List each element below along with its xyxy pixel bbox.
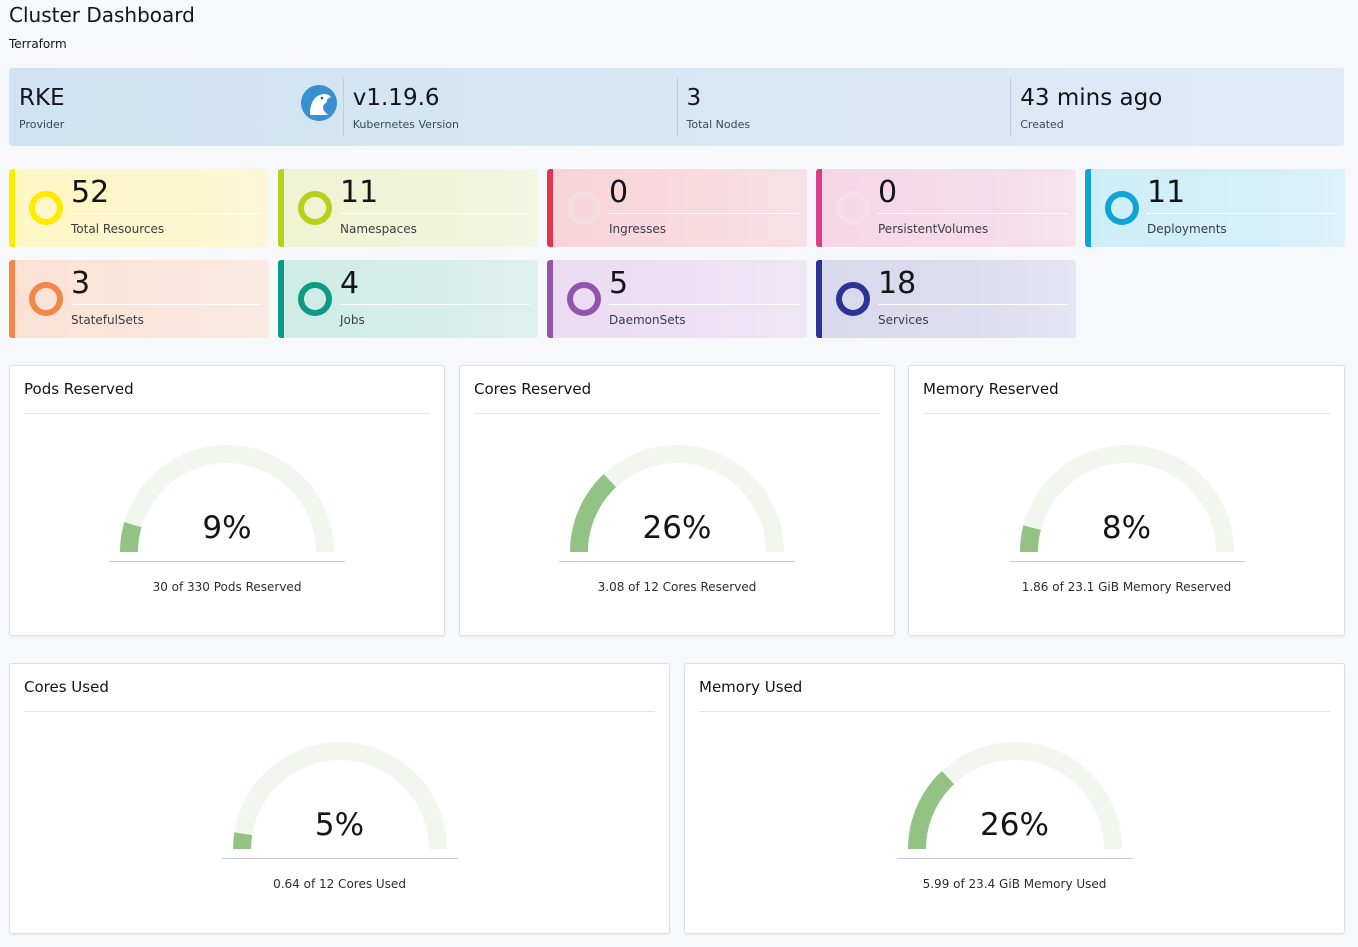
- tile-label: Deployments: [1147, 222, 1227, 236]
- gauge-caption: 30 of 330 Pods Reserved: [152, 580, 302, 594]
- gauge-svg: [120, 445, 334, 553]
- kubernetes-version-info: v1.19.6 Kubernetes Version: [342, 68, 677, 146]
- total-nodes-info: 3 Total Nodes: [676, 68, 1011, 146]
- ring-icon: [836, 282, 870, 316]
- card-title: Memory Reserved: [923, 380, 1059, 398]
- ring-icon: [567, 282, 601, 316]
- card-title: Memory Used: [699, 678, 803, 696]
- gauge-percent: 8%: [1101, 510, 1152, 546]
- ring-icon: [298, 282, 332, 316]
- pods-reserved-gauge: 9%: [109, 442, 345, 572]
- memory-reserved-gauge: 8%: [1008, 442, 1245, 572]
- ring-icon: [836, 191, 870, 225]
- cluster-info-banner: RKE Provider v1.19.6 Kubernetes Version …: [9, 68, 1344, 146]
- gauge-fill: [232, 832, 252, 850]
- gauge-percent: 26%: [642, 510, 712, 546]
- page-header: Cluster Dashboard Terraform: [9, 3, 195, 51]
- tile-daemonsets[interactable]: 5 DaemonSets: [547, 260, 807, 338]
- gauge-caption: 5.99 of 23.4 GiB Memory Used: [922, 877, 1107, 891]
- created-value: 43 mins ago: [1020, 85, 1163, 111]
- ring-icon: [567, 191, 601, 225]
- gauge-fill: [570, 474, 617, 553]
- gauge-svg: [570, 445, 784, 553]
- tile-persistent-volumes[interactable]: 0 PersistentVolumes: [816, 169, 1076, 247]
- gauge-fill: [120, 522, 142, 553]
- gauge-percent: 9%: [202, 510, 252, 546]
- tile-services[interactable]: 18 Services: [816, 260, 1076, 338]
- gauge-caption: 0.64 of 12 Cores Used: [273, 877, 406, 891]
- tile-ingresses[interactable]: 0 Ingresses: [547, 169, 807, 247]
- provider-info: RKE Provider: [9, 68, 343, 146]
- kubernetes-version-label: Kubernetes Version: [352, 118, 459, 131]
- gauge-track: [232, 742, 447, 850]
- tile-statefulsets[interactable]: 3 StatefulSets: [9, 260, 269, 338]
- tile-label: StatefulSets: [71, 313, 144, 327]
- gauge-caption: 1.86 of 23.1 GiB Memory Reserved: [1021, 580, 1232, 594]
- card-title: Cores Reserved: [474, 380, 592, 398]
- page-title: Cluster Dashboard: [9, 3, 195, 27]
- tile-count: 11: [340, 175, 379, 210]
- memory-used-card: Memory Used 26% 5.99 of 23.4 GiB Memory …: [684, 663, 1345, 934]
- tile-count: 4: [340, 266, 360, 301]
- total-nodes-value: 3: [686, 85, 702, 111]
- cores-used-gauge: 5%: [221, 739, 458, 869]
- tile-label: Total Resources: [71, 222, 165, 236]
- ring-icon: [298, 191, 332, 225]
- tile-label: PersistentVolumes: [878, 222, 989, 236]
- tile-label: Jobs: [340, 313, 365, 327]
- tile-count: 18: [878, 266, 917, 301]
- cores-reserved-gauge: 26%: [559, 442, 795, 572]
- tile-label: Ingresses: [609, 222, 666, 236]
- provider-label: Provider: [19, 118, 65, 131]
- created-info: 43 mins ago Created: [1010, 68, 1344, 146]
- gauge-track: [1019, 445, 1234, 553]
- ring-icon: [29, 282, 63, 316]
- gauge-fill: [907, 771, 954, 850]
- gauge-svg: [907, 742, 1122, 850]
- page-subtitle: Terraform: [9, 37, 67, 51]
- kubernetes-version-value: v1.19.6: [352, 85, 440, 111]
- card-title: Pods Reserved: [24, 380, 134, 398]
- rke-logo-icon: [300, 85, 337, 121]
- cores-used-card: Cores Used 5% 0.64 of 12 Cores Used: [9, 663, 670, 934]
- tile-label: Namespaces: [340, 222, 417, 236]
- provider-value: RKE: [19, 85, 65, 111]
- tile-label: Services: [878, 313, 929, 327]
- tile-deployments[interactable]: 11 Deployments: [1085, 169, 1345, 247]
- card-title: Cores Used: [24, 678, 109, 696]
- gauge-percent: 26%: [980, 807, 1049, 843]
- pods-reserved-card: Pods Reserved 9% 30 of 330 Pods Reserved: [9, 365, 445, 636]
- tile-count: 0: [609, 175, 629, 210]
- gauge-svg: [232, 742, 447, 850]
- tile-total-resources[interactable]: 52 Total Resources: [9, 169, 269, 247]
- created-label: Created: [1020, 118, 1064, 131]
- gauge-caption: 3.08 of 12 Cores Reserved: [597, 580, 757, 594]
- tile-count: 5: [609, 266, 629, 301]
- gauge-track: [120, 445, 334, 553]
- total-nodes-label: Total Nodes: [686, 118, 751, 131]
- gauge-percent: 5%: [314, 807, 365, 843]
- tile-namespaces[interactable]: 11 Namespaces: [278, 169, 538, 247]
- gauge-fill: [1019, 525, 1041, 553]
- tile-count: 11: [1147, 175, 1186, 210]
- tile-jobs[interactable]: 4 Jobs: [278, 260, 538, 338]
- memory-reserved-card: Memory Reserved 8% 1.86 of 23.1 GiB Memo…: [908, 365, 1345, 636]
- tile-count: 3: [71, 266, 91, 301]
- tile-count: 52: [71, 175, 110, 210]
- tile-count: 0: [878, 175, 898, 210]
- cores-reserved-card: Cores Reserved 26% 3.08 of 12 Cores Rese…: [459, 365, 895, 636]
- ring-icon: [29, 191, 63, 225]
- gauge-svg: [1019, 445, 1234, 553]
- tile-label: DaemonSets: [609, 313, 686, 327]
- memory-used-gauge: 26%: [896, 739, 1133, 869]
- ring-icon: [1105, 191, 1139, 225]
